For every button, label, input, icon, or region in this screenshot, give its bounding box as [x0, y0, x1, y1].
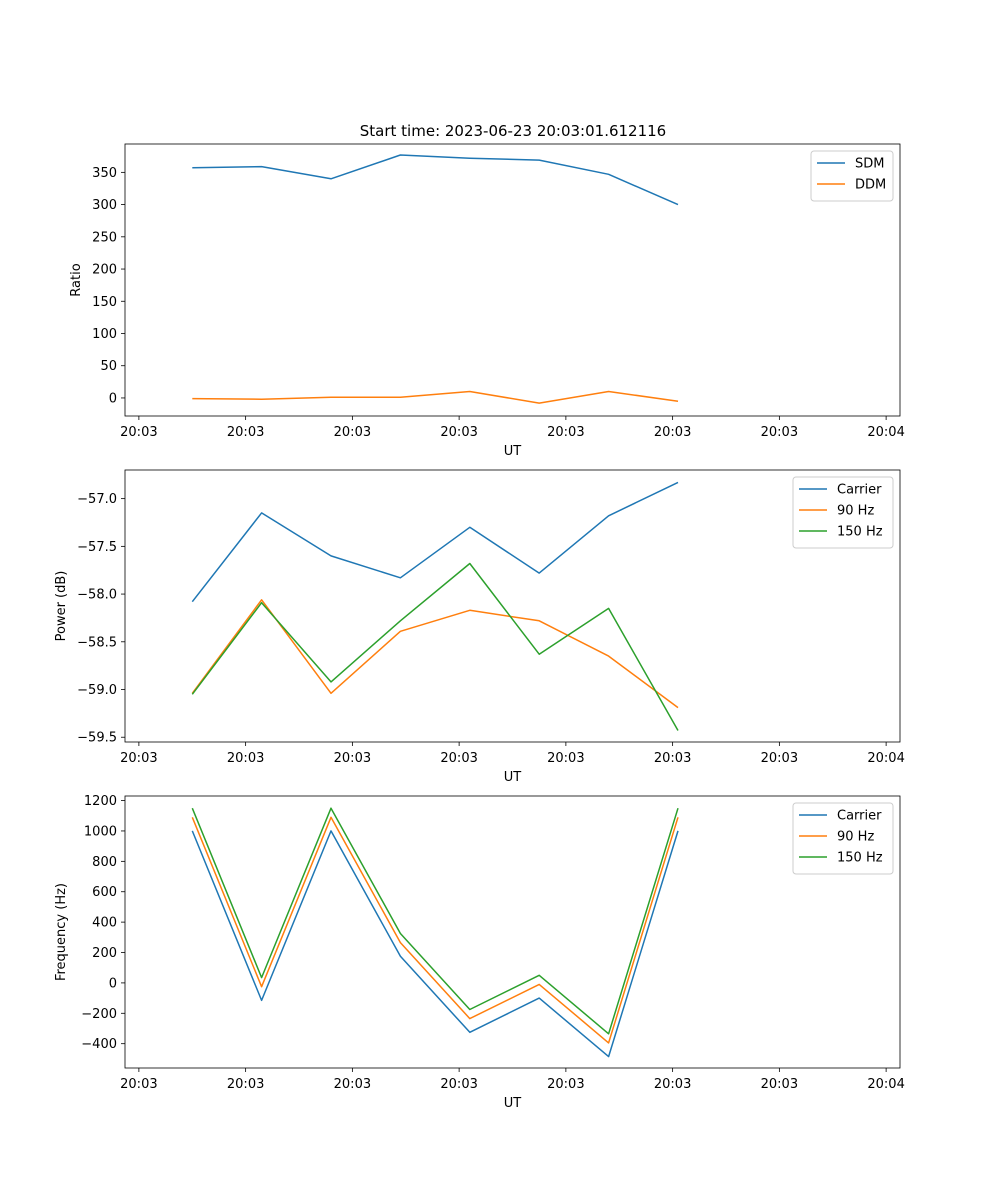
legend-label: 150 Hz — [837, 851, 883, 866]
y-axis-label: Power (dB) — [54, 571, 69, 642]
series-line-carrier — [191, 830, 679, 1058]
y-tick-label: −59.5 — [77, 731, 117, 746]
subplot-1: 20:03 20:03 20:03 20:03 20:03 20:03 20:03 20:04… — [69, 143, 905, 459]
y-tick-label: 100 — [92, 327, 117, 342]
legend-label: Carrier — [837, 809, 882, 824]
legend-label: DDM — [855, 178, 886, 193]
x-tick-label: 20:03 — [654, 751, 691, 766]
y-tick-label: 0 — [109, 976, 117, 991]
y-tick-label: 1000 — [84, 824, 117, 839]
y-tick-label: −58.5 — [77, 635, 117, 650]
x-tick-label: 20:04 — [867, 1077, 904, 1092]
axes-frame — [124, 795, 901, 1069]
x-tick-label: 20:03 — [761, 751, 798, 766]
x-tick-label: 20:03 — [227, 751, 264, 766]
y-tick-label: 150 — [92, 295, 117, 310]
y-tick-label: 200 — [92, 263, 117, 278]
x-tick-label: 20:03 — [334, 1077, 371, 1092]
subplots: 20:03 20:03 20:03 20:03 20:03 20:03 20:03 20:04… — [54, 143, 905, 1111]
subplot-3: 20:03 20:03 20:03 20:03 20:03 20:03 20:03 20:04… — [54, 794, 905, 1111]
y-tick-label: 50 — [100, 359, 117, 374]
x-tick-label: 20:03 — [440, 425, 477, 440]
subplot-2: 20:03 20:03 20:03 20:03 20:03 20:03 20:03 20:04… — [54, 469, 905, 785]
x-tick-label: 20:03 — [440, 751, 477, 766]
x-tick-label: 20:03 — [120, 751, 157, 766]
series-line-ddm — [192, 390, 679, 404]
legend: Carrier 90 Hz 150 Hz — [792, 476, 894, 549]
y-tick-label: 250 — [92, 230, 117, 245]
x-axis-label: UT — [504, 1096, 522, 1111]
legend-label: SDM — [855, 157, 884, 172]
x-tick-label: 20:03 — [120, 1077, 157, 1092]
y-tick-label: 600 — [92, 885, 117, 900]
y-tick-label: −59.0 — [77, 683, 117, 698]
x-tick-label: 20:03 — [547, 751, 584, 766]
x-tick-label: 20:03 — [334, 751, 371, 766]
series-line-carrier — [191, 481, 679, 603]
y-axis-label: Frequency (Hz) — [54, 883, 69, 981]
x-tick-label: 20:03 — [547, 1077, 584, 1092]
y-tick-label: −57.0 — [77, 492, 117, 507]
y-tick-label: 800 — [92, 855, 117, 870]
y-tick-label: 200 — [92, 946, 117, 961]
axes-frame — [124, 469, 901, 743]
y-tick-label: 400 — [92, 916, 117, 931]
y-tick-label: −400 — [81, 1037, 117, 1052]
series-line-150-hz — [191, 807, 679, 1035]
x-tick-label: 20:04 — [867, 751, 904, 766]
y-tick-label: 300 — [92, 198, 117, 213]
x-tick-label: 20:03 — [120, 425, 157, 440]
y-tick-label: −200 — [81, 1007, 117, 1022]
y-tick-label: −57.5 — [77, 540, 117, 555]
x-axis-label: UT — [504, 770, 522, 785]
y-tick-label: 0 — [109, 391, 117, 406]
x-tick-label: 20:03 — [440, 1077, 477, 1092]
series-line-90-hz — [191, 599, 679, 709]
y-tick-label: −58.0 — [77, 588, 117, 603]
series-line-90-hz — [191, 816, 679, 1044]
x-tick-label: 20:03 — [547, 425, 584, 440]
x-tick-label: 20:03 — [761, 1077, 798, 1092]
x-axis-label: UT — [504, 444, 522, 459]
x-tick-label: 20:04 — [867, 425, 904, 440]
x-tick-label: 20:03 — [227, 425, 264, 440]
legend-label: 90 Hz — [837, 504, 874, 519]
legend: SDM DDM — [810, 150, 894, 202]
axes-frame — [124, 143, 901, 417]
y-tick-label: 350 — [92, 166, 117, 181]
y-axis-label: Ratio — [69, 263, 84, 296]
series-line-sdm — [192, 154, 679, 206]
x-tick-label: 20:03 — [761, 425, 798, 440]
legend-label: 150 Hz — [837, 525, 883, 540]
x-tick-label: 20:03 — [654, 1077, 691, 1092]
series-line-150-hz — [191, 562, 679, 731]
x-tick-label: 20:03 — [654, 425, 691, 440]
legend-label: 90 Hz — [837, 830, 874, 845]
legend: Carrier 90 Hz 150 Hz — [792, 802, 894, 875]
legend-label: Carrier — [837, 483, 882, 498]
y-tick-label: 1200 — [84, 794, 117, 809]
x-tick-label: 20:03 — [334, 425, 371, 440]
x-tick-label: 20:03 — [227, 1077, 264, 1092]
figure-title: Start time: 2023-06-23 20:03:01.612116 — [360, 122, 666, 140]
